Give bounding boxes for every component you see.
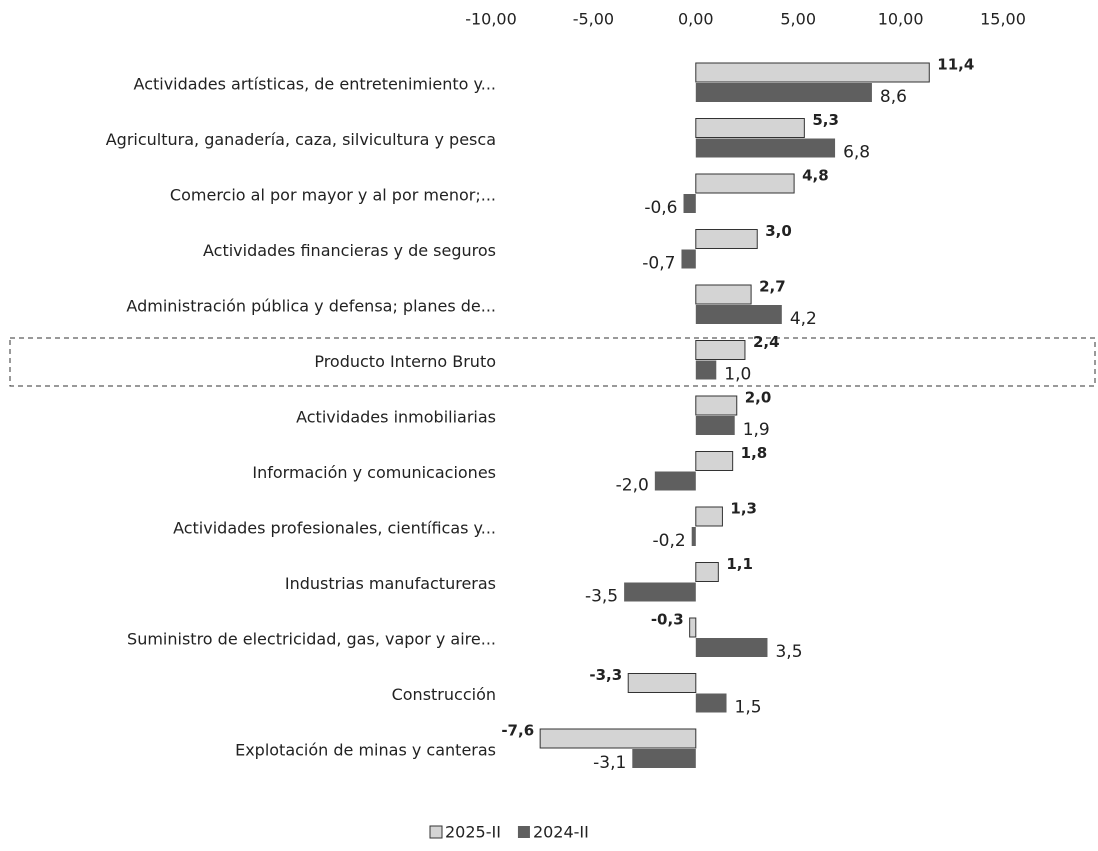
data-label: -0,7 <box>642 254 675 274</box>
x-tick-label: -5,00 <box>573 10 614 29</box>
data-label: 1,9 <box>743 420 770 440</box>
bar <box>695 138 836 158</box>
category-label: Producto Interno Bruto <box>314 352 496 371</box>
category-label: Actividades financieras y de seguros <box>203 241 496 260</box>
x-tick-label: 15,00 <box>980 10 1026 29</box>
data-label: 11,4 <box>937 56 974 74</box>
data-label: -7,6 <box>501 722 534 740</box>
bar <box>695 62 930 83</box>
data-label: -0,3 <box>651 611 684 629</box>
data-label: 4,8 <box>802 167 829 185</box>
bar <box>683 194 696 213</box>
data-label: -0,6 <box>644 198 677 218</box>
data-label: 2,7 <box>759 278 786 296</box>
bar <box>695 284 752 305</box>
bar <box>695 506 723 527</box>
bar <box>627 673 697 693</box>
bar <box>695 305 782 324</box>
bar <box>695 416 735 435</box>
data-label: 2,0 <box>745 389 772 407</box>
data-label: 1,8 <box>741 444 768 462</box>
data-label: 4,2 <box>790 309 817 329</box>
category-label: Agricultura, ganadería, caza, silvicultu… <box>106 130 496 149</box>
bar <box>624 582 696 602</box>
bar <box>654 471 696 491</box>
bar <box>695 118 805 138</box>
legend-label: 2025-II <box>445 823 501 842</box>
category-label: Actividades artísticas, de entretenimien… <box>134 75 496 94</box>
x-tick-label: 0,00 <box>678 10 714 29</box>
data-label: 8,6 <box>880 87 907 107</box>
data-label: -2,0 <box>616 476 649 496</box>
bar <box>695 395 738 416</box>
data-label: -3,3 <box>589 666 622 684</box>
data-label: 2,4 <box>753 333 780 351</box>
data-label: 3,0 <box>765 222 792 240</box>
bar <box>695 638 768 657</box>
x-tick-label: -10,00 <box>465 10 517 29</box>
data-label: 3,5 <box>775 642 802 662</box>
data-label: -0,2 <box>653 531 686 551</box>
data-label: 6,8 <box>843 143 870 163</box>
bar <box>681 249 696 269</box>
bar <box>695 173 795 194</box>
legend-label: 2024-II <box>533 823 589 842</box>
bar <box>695 83 872 102</box>
bar <box>695 360 717 380</box>
bar <box>689 617 697 638</box>
data-label: 1,0 <box>724 365 751 385</box>
bar <box>695 451 734 471</box>
x-tick-label: 5,00 <box>780 10 816 29</box>
data-label: -3,1 <box>593 753 626 773</box>
legend-swatch <box>429 825 443 839</box>
bar <box>695 562 719 582</box>
category-label: Actividades profesionales, científicas y… <box>173 519 496 538</box>
x-tick-label: 10,00 <box>878 10 924 29</box>
category-label: Actividades inmobiliarias <box>296 408 496 427</box>
bar <box>691 527 696 546</box>
data-label: -3,5 <box>585 587 618 607</box>
highlight-box <box>9 337 1096 387</box>
category-label: Administración pública y defensa; planes… <box>126 297 496 316</box>
data-label: 1,1 <box>726 555 753 573</box>
bar <box>695 693 727 713</box>
category-label: Industrias manufactureras <box>285 574 496 593</box>
bar <box>539 728 697 749</box>
bar <box>695 229 758 249</box>
bar <box>695 340 746 360</box>
category-label: Comercio al por mayor y al por menor;... <box>170 186 496 205</box>
category-label: Construcción <box>392 685 496 704</box>
bar <box>632 749 696 768</box>
category-label: Explotación de minas y canteras <box>235 741 496 760</box>
data-label: 5,3 <box>812 111 839 129</box>
data-label: 1,5 <box>735 698 762 718</box>
category-label: Información y comunicaciones <box>252 463 496 482</box>
legend-swatch <box>517 826 530 838</box>
category-label: Suministro de electricidad, gas, vapor y… <box>127 630 496 649</box>
data-label: 1,3 <box>730 500 757 518</box>
